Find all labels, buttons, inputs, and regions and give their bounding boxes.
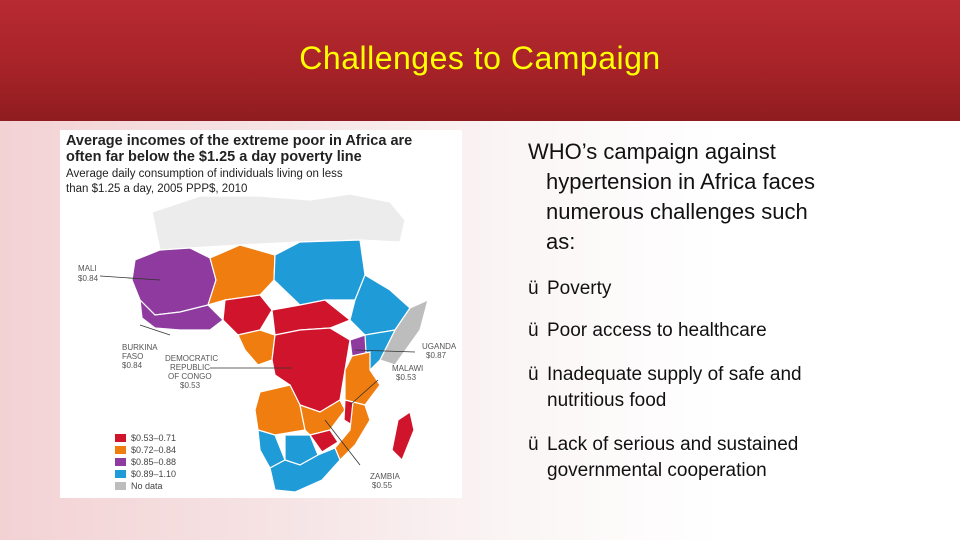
intro-paragraph: WHO’s campaign against hypertension in A… — [528, 137, 943, 257]
legend-row: No data — [115, 480, 176, 492]
mali-label: MALI — [78, 264, 97, 273]
uganda-value: $0.87 — [426, 351, 447, 360]
mali-value: $0.84 — [78, 274, 99, 283]
intro-line-4: as: — [546, 229, 576, 254]
country-north-africa — [151, 193, 406, 251]
legend-swatch — [115, 446, 126, 454]
country-zimbabwe — [309, 429, 339, 453]
country-angola — [254, 384, 306, 436]
map-subtitle: Average daily consumption of individuals… — [66, 167, 461, 197]
legend-row: $0.89–1.10 — [115, 468, 176, 480]
country-nigeria — [222, 294, 273, 336]
legend-row: $0.72–0.84 — [115, 444, 176, 456]
checkmark-icon: ü — [528, 364, 539, 385]
legend-label: $0.85–0.88 — [131, 457, 177, 467]
bullet-text-continued: governmental cooperation — [547, 460, 767, 481]
bullet-text: Poor access to healthcare — [547, 320, 767, 341]
burkina-label-1: BURKINA — [122, 343, 158, 352]
legend-row: $0.53–0.71 — [115, 432, 176, 444]
map-subtitle-line-2: than $1.25 a day, 2005 PPP$, 2010 — [66, 183, 248, 195]
country-niger — [207, 244, 276, 306]
bullet-text-continued: nutritious food — [547, 390, 667, 411]
mali-leader-line — [99, 275, 161, 281]
intro-line-2: hypertension in Africa faces — [546, 169, 816, 194]
map-legend: $0.53–0.71 $0.72–0.84 $0.85–0.88 $0.89–1… — [115, 432, 176, 492]
zambia-label: ZAMBIA — [370, 472, 400, 481]
legend-label: No data — [131, 481, 163, 491]
map-graphic: MALI $0.84 BURKINA FASO $0.84 DEMOCRATIC… — [78, 193, 457, 493]
legend-swatch — [115, 470, 126, 478]
malawi-value: $0.53 — [396, 373, 417, 382]
legend-label: $0.53–0.71 — [131, 433, 177, 443]
uganda-label: UGANDA — [422, 342, 457, 351]
burkina-leader-line — [139, 324, 171, 336]
checkmark-icon: ü — [528, 278, 539, 299]
list-item: ü Lack of serious and sustained governmen… — [528, 432, 948, 484]
list-item: ü Poor access to healthcare — [528, 318, 948, 344]
legend-swatch — [115, 482, 126, 490]
malawi-label: MALAWI — [392, 364, 423, 373]
country-south-africa — [269, 447, 341, 493]
list-item: ü Inadequate supply of safe and nutritiou… — [528, 362, 948, 414]
drc-label-1: DEMOCRATIC — [165, 354, 218, 363]
checkmark-icon: ü — [528, 434, 539, 455]
drc-label-3: OF CONGO — [168, 372, 212, 381]
legend-row: $0.85–0.88 — [115, 456, 176, 468]
bullet-text: Poverty — [547, 278, 612, 299]
malawi-leader-line — [349, 379, 379, 406]
map-title: Average incomes of the extreme poor in A… — [66, 133, 461, 165]
zambia-leader-line — [324, 419, 361, 466]
country-west-coast — [139, 298, 224, 331]
country-drc — [271, 327, 351, 413]
country-mozambique — [334, 401, 371, 462]
country-cameroon — [237, 329, 276, 366]
bullet-text: Inadequate supply of safe and — [547, 364, 802, 385]
country-kenya — [364, 329, 397, 372]
map-title-line-1: Average incomes of the extreme poor in A… — [66, 133, 413, 149]
country-sudan — [273, 239, 366, 306]
burkina-value: $0.84 — [122, 361, 143, 370]
title-bar: Challenges to Campaign — [0, 0, 960, 121]
intro-line-1: WHO’s campaign against — [528, 139, 776, 164]
country-zambia — [299, 399, 346, 436]
legend-label: $0.89–1.10 — [131, 469, 177, 479]
africa-poverty-map: MALI $0.84 BURKINA FASO $0.84 DEMOCRATIC… — [60, 130, 462, 498]
legend-swatch — [115, 434, 126, 442]
checkmark-icon: ü — [528, 320, 539, 341]
drc-label-2: REPUBLIC — [170, 363, 210, 372]
legend-swatch — [115, 458, 126, 466]
list-item: ü Poverty — [528, 276, 948, 302]
uganda-leader-line — [354, 349, 416, 353]
country-madagascar — [391, 411, 415, 462]
slide-title: Challenges to Campaign — [299, 40, 661, 76]
burkina-label-2: FASO — [122, 352, 143, 361]
map-subtitle-line-1: Average daily consumption of individuals… — [66, 168, 343, 180]
zambia-value: $0.55 — [372, 481, 393, 490]
intro-line-3: numerous challenges such — [546, 199, 808, 224]
map-title-line-2: often far below the $1.25 a day poverty … — [66, 149, 362, 165]
drc-value: $0.53 — [180, 381, 201, 390]
legend-label: $0.72–0.84 — [131, 445, 177, 455]
bullet-text: Lack of serious and sustained — [547, 434, 799, 455]
